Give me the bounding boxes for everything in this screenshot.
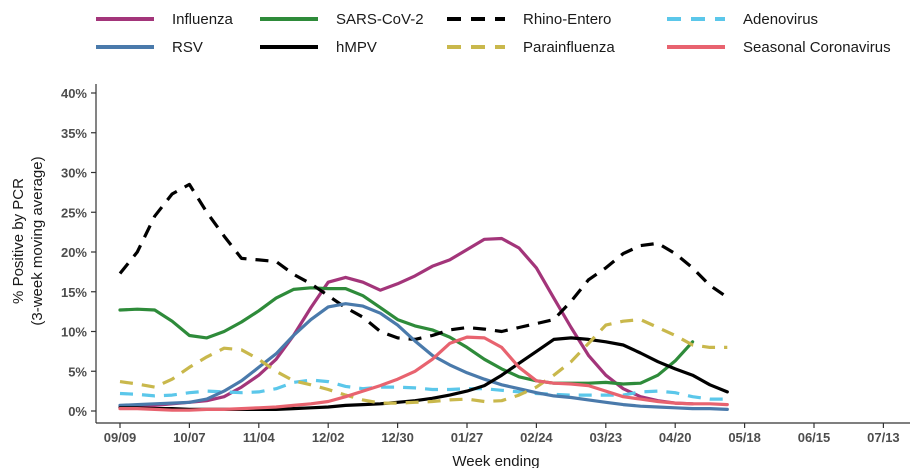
x-tick-label: 02/24: [520, 430, 553, 445]
x-tick-label: 12/02: [312, 430, 345, 445]
x-tick-label: 07/13: [867, 430, 900, 445]
x-tick-label: 12/30: [381, 430, 414, 445]
series-line-parainfluenza: [119, 318, 728, 405]
legend-label-influenza: Influenza: [172, 11, 234, 28]
series-line-sars-cov-2: [118, 286, 695, 386]
x-tick-label: 04/20: [659, 430, 692, 445]
x-tick-label: 03/23: [590, 430, 623, 445]
legend-label-seasonal-coronavirus: Seasonal Coronavirus: [743, 39, 891, 56]
legend-label-hmpv: hMPV: [336, 39, 377, 56]
y-axis-title-line1: % Positive by PCR: [10, 178, 27, 304]
legend-label-sars-cov-2: SARS-CoV-2: [336, 11, 424, 28]
y-tick-label: 35%: [61, 126, 87, 141]
legend-label-rsv: RSV: [172, 39, 203, 56]
x-tick-label: 11/04: [243, 430, 276, 445]
y-tick-label: 40%: [61, 86, 87, 101]
legend-label-adenovirus: Adenovirus: [743, 11, 818, 28]
y-tick-label: 30%: [61, 166, 87, 181]
x-tick-label: 01/27: [451, 430, 484, 445]
y-tick-label: 15%: [61, 285, 87, 300]
y-axis-title-line2: (3-week moving average): [29, 156, 46, 325]
x-tick-label: 06/15: [798, 430, 831, 445]
x-tick-label: 09/09: [104, 430, 137, 445]
legend-label-rhino-entero: Rhino-Entero: [523, 11, 611, 28]
series-line-influenza: [118, 236, 695, 409]
y-tick-label: 10%: [61, 325, 87, 340]
series-group: [118, 182, 729, 412]
axes: 0% 5% 10% 15% 20% 25% 30% 35% 40% 09/09 10/07 11/04…: [61, 84, 910, 445]
series-line-seasonal-coronavirus: [118, 335, 729, 412]
series-line-rsv: [118, 302, 729, 411]
y-tick-label: 0%: [68, 404, 87, 419]
series-line-adenovirus: [119, 378, 728, 401]
y-tick-label: 20%: [61, 245, 87, 260]
y-tick-label: 25%: [61, 205, 87, 220]
x-axis-title: Week ending: [452, 453, 539, 468]
legend: Influenza SARS-CoV-2 Rhino-Entero Adenoviru…: [96, 11, 891, 56]
legend-label-parainfluenza: Parainfluenza: [523, 39, 615, 56]
series-line-rhino-entero: [118, 182, 729, 341]
x-tick-label: 10/07: [173, 430, 206, 445]
x-tick-label: 05/18: [728, 430, 761, 445]
y-tick-label: 5%: [68, 364, 87, 379]
